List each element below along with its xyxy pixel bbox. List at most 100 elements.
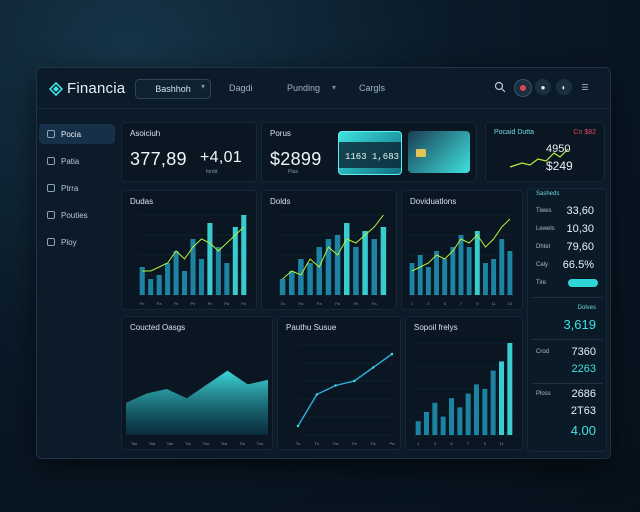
- bar-chart: 1 3 5 7 9 11: [414, 342, 514, 446]
- account-title: Asoiciuh: [130, 129, 161, 138]
- credit-card-back[interactable]: [408, 131, 470, 173]
- series-line: [297, 353, 393, 427]
- stat-row[interactable]: Caly 66.5%: [528, 259, 606, 273]
- x-tick-label: 5: [444, 301, 447, 306]
- bar: [424, 412, 429, 435]
- x-tick-label: Fa: [317, 301, 322, 306]
- stat-value: 4.00: [570, 423, 596, 438]
- message-icon[interactable]: ◐: [556, 79, 572, 95]
- stat-value: 2686: [571, 388, 596, 400]
- bar: [307, 263, 313, 295]
- chevron-down-icon[interactable]: ▾: [332, 83, 337, 92]
- bar: [279, 279, 286, 295]
- nav-link-2[interactable]: Punding: [287, 83, 321, 93]
- cards-card[interactable]: Porus $2899 Ptas 1163 1,683: [261, 122, 477, 182]
- nav-link-1[interactable]: Dagdi: [229, 83, 253, 93]
- line-chart: Tu Tu Tra Fe Fa Pa: [296, 344, 395, 446]
- x-tick-label: Fe: [352, 441, 357, 446]
- x-tick-label: Fh: [174, 301, 179, 306]
- x-tick-label: Tea: [221, 441, 228, 446]
- notification-icon[interactable]: [514, 79, 532, 97]
- credit-card-front[interactable]: 1163 1,683: [338, 131, 402, 175]
- user-icon[interactable]: ●: [535, 79, 551, 95]
- chart-card-1[interactable]: Dudas Fe Fa Fh Pe Fe Pa Fe: [121, 190, 257, 310]
- area-chart: Tas Taa Tae Tia Tuo Tea Tia Tun: [126, 370, 268, 446]
- chart-title: Coucted Oasgs: [130, 323, 186, 332]
- chart-title: Dolds: [270, 197, 291, 206]
- pocket-card[interactable]: Pocaid Dutta Cn $82 4950 $249: [485, 122, 605, 182]
- stat-label: Tiwes: [536, 208, 552, 214]
- chart-card-3[interactable]: Doviduatlons 1 3 5 7 9 11 13: [401, 190, 523, 310]
- sidebar-item-3[interactable]: Ptrra: [39, 178, 115, 198]
- bar: [490, 370, 496, 435]
- stat-label: Tire: [536, 280, 547, 286]
- x-tick-label: Fe: [208, 301, 213, 306]
- x-tick-label: 1: [411, 301, 414, 306]
- data-point: [372, 366, 375, 369]
- bar: [482, 389, 488, 435]
- search-icon[interactable]: [492, 79, 508, 95]
- x-tick-label: Tu: [296, 441, 301, 446]
- bar: [449, 398, 454, 435]
- x-tick-label: Fa: [372, 301, 377, 306]
- chart-title: Doviduatlons: [410, 197, 457, 206]
- chevron-down-icon[interactable]: ▾: [201, 82, 206, 91]
- card-number: 1163 1,683: [345, 152, 400, 162]
- app-name: Financia: [67, 80, 126, 97]
- bar-line-chart: Fe Fa Fh Pe Fe Pa Fe: [138, 214, 248, 306]
- account-sub: fordd: [206, 169, 218, 175]
- sidebar-item-1[interactable]: Pocia: [39, 124, 115, 144]
- pocket-value-2: $249: [546, 159, 573, 173]
- x-tick-label: Ta: [280, 301, 285, 306]
- bar: [442, 259, 448, 295]
- bar: [198, 259, 204, 295]
- bar-line-chart: Ta Fa Fa Fa Fe Fa: [278, 214, 388, 306]
- app-logo[interactable]: Financia: [49, 80, 125, 97]
- stat-row[interactable]: Dhtel 79,60: [528, 241, 606, 255]
- cards-sub: Ptas: [288, 169, 299, 175]
- bar: [344, 223, 350, 295]
- card-stripe: [339, 142, 401, 168]
- chart-card-5[interactable]: Pauthu Susue Tu Tu Tra Fe Fa Pa: [277, 316, 401, 450]
- bar: [215, 247, 221, 295]
- bar: [224, 263, 230, 295]
- stat-value: 10,30: [566, 223, 594, 235]
- toggle-pill[interactable]: [568, 279, 598, 287]
- bar: [298, 259, 304, 295]
- menu-icon[interactable]: ☰: [581, 82, 589, 92]
- mid-value: 3,619: [563, 317, 596, 332]
- sidebar-item-label: Ptrra: [61, 183, 79, 193]
- bar: [491, 259, 497, 295]
- nav-link-3[interactable]: Cargls: [359, 83, 386, 93]
- account-value: 377,89: [130, 149, 187, 169]
- nav-dropdown[interactable]: Bashhoh: [135, 79, 211, 99]
- bar: [380, 227, 387, 295]
- bar: [450, 247, 456, 295]
- stat-value: 7360: [571, 346, 596, 358]
- sidebar-item-5[interactable]: Ploy: [39, 232, 115, 252]
- chart-card-2[interactable]: Dolds Ta Fa Fa Fa Fe Fa: [261, 190, 397, 310]
- chart-card-6[interactable]: Sopoil frelys 1 3 5 7 9 11: [405, 316, 523, 450]
- sidebar-item-label: Ploy: [61, 237, 77, 247]
- x-tick-label: Pa: [224, 301, 230, 306]
- account-change: +4,01: [200, 149, 242, 166]
- stat-row[interactable]: Tire: [528, 277, 606, 291]
- x-tick-label: Tia: [239, 441, 245, 446]
- chart-title: Pauthu Susue: [286, 323, 337, 332]
- sidebar-item-4[interactable]: Pouties: [39, 205, 115, 225]
- data-point: [353, 379, 356, 383]
- stat-row[interactable]: Lewels 10,30: [528, 223, 606, 237]
- account-card[interactable]: Asoiciuh 377,89 +4,01 fordd: [121, 122, 257, 182]
- right-panel: Sasheds Tiwes 33,60 Lewels 10,30 Dhtel 7…: [527, 188, 607, 452]
- pocket-title: Pocaid Dutta: [494, 129, 535, 136]
- divider: [532, 383, 602, 384]
- stat-value: 2T63: [570, 405, 596, 417]
- bar-line-chart: 1 3 5 7 9 11 13: [408, 214, 514, 306]
- bar: [458, 235, 464, 295]
- stat-row[interactable]: Tiwes 33,60: [528, 205, 606, 219]
- chart-card-4[interactable]: Coucted Oasgs Tas Taa Tae Tia Tuo Tea Tia Tun: [121, 316, 273, 450]
- sidebar-item-2[interactable]: Patia: [39, 151, 115, 171]
- stat-label: Ploss: [536, 391, 551, 397]
- pocket-badge: Cn $82: [573, 129, 596, 136]
- bar: [232, 227, 238, 295]
